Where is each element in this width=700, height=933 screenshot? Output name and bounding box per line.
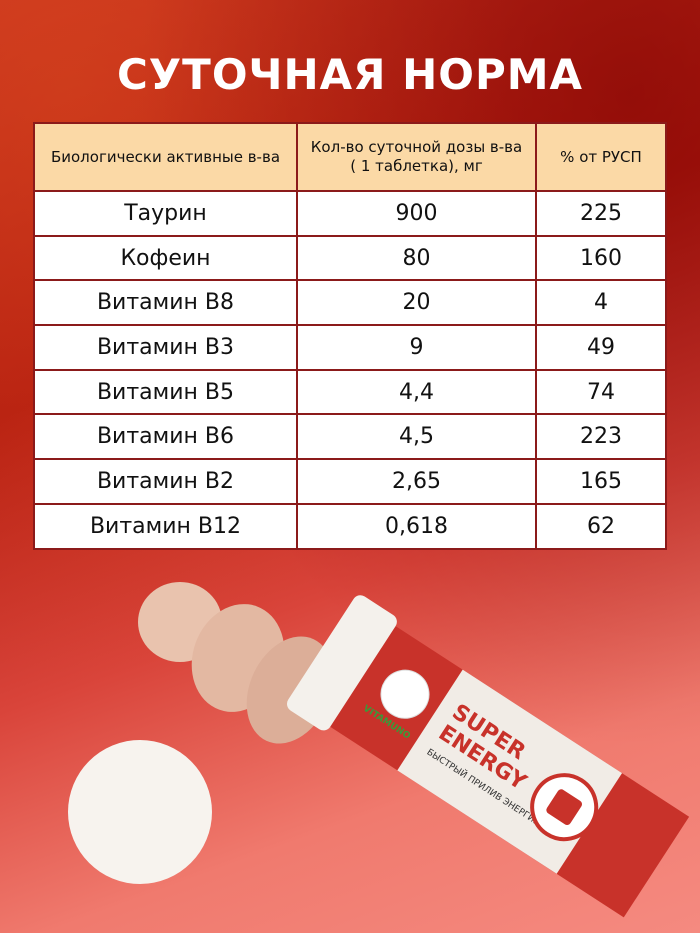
cell-percent: 62 [535,502,667,550]
table-row: Кофеин 80 160 [33,234,667,282]
cell-substance: Витамин В2 [33,458,298,505]
cell-dose: 20 [296,279,537,327]
header-substance: Биологически активные в-ва [33,122,298,192]
page-title: СУТОЧНАЯ НОРМА [116,50,584,99]
header-dose: Кол-во суточной дозы в-ва ( 1 таблетка),… [296,122,537,192]
cell-percent: 165 [535,458,667,505]
cell-percent: 4 [535,279,667,327]
cell-dose: 9 [296,324,537,371]
cell-percent: 74 [535,368,667,416]
table-row: Витамин В8 20 4 [33,279,667,327]
cell-dose: 4,5 [296,413,537,461]
nutrition-table: Биологически активные в-ва Кол-во суточн… [33,122,667,550]
cell-percent: 223 [535,413,667,461]
cell-dose: 80 [296,234,537,282]
cell-substance: Кофеин [33,234,298,282]
table-row: Таурин 900 225 [33,190,667,237]
cell-substance: Витамин В8 [33,279,298,327]
cell-substance: Таурин [33,190,298,237]
cell-percent: 49 [535,324,667,371]
cell-percent: 160 [535,234,667,282]
table-row: Витамин В3 9 49 [33,324,667,371]
table-row: Витамин В5 4,4 74 [33,368,667,416]
cell-percent: 225 [535,190,667,237]
cell-dose: 0,618 [296,502,537,550]
cell-substance: Витамин В12 [33,502,298,550]
cell-substance: Витамин В5 [33,368,298,416]
cell-dose: 2,65 [296,458,537,505]
product-tube: VITAMUNO SUPER ENERGY БЫСТРЫЙ ПРИЛИВ ЭНЕ… [287,595,690,918]
table-row: Витамин В2 2,65 165 [33,458,667,505]
cell-dose: 900 [296,190,537,237]
cell-substance: Витамин В3 [33,324,298,371]
cell-substance: Витамин В6 [33,413,298,461]
table-row: Витамин В6 4,5 223 [33,413,667,461]
table-row: Витамин В12 0,618 62 [33,502,667,550]
product-image: VITAMUNO SUPER ENERGY БЫСТРЫЙ ПРИЛИВ ЭНЕ… [68,582,690,918]
table-header-row: Биологически активные в-ва Кол-во суточн… [33,122,667,192]
header-percent: % от РУСП [535,122,667,192]
cell-dose: 4,4 [296,368,537,416]
tablets [68,582,334,884]
